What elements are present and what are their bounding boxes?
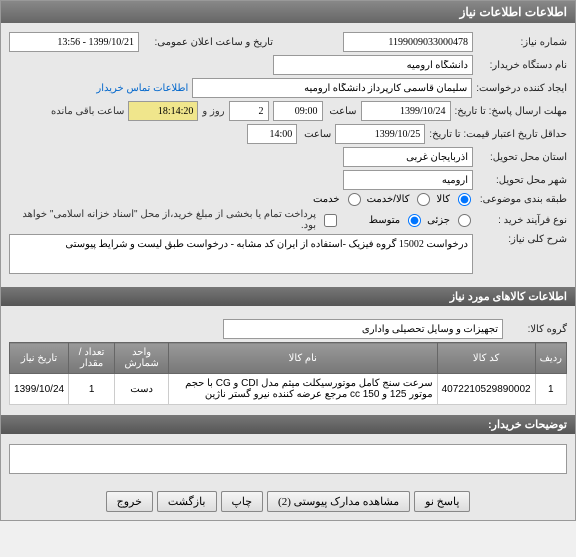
cat-service-label: کالا/خدمت (367, 194, 410, 205)
th-date: تاریخ نیاز (10, 343, 69, 374)
buyer-notes-textarea[interactable] (9, 444, 567, 474)
buyer-org-label: نام دستگاه خریدار: (477, 60, 567, 71)
process-medium-radio[interactable] (408, 214, 421, 227)
process-label: نوع فرآیند خرید : (477, 215, 567, 226)
items-section-title: اطلاعات کالاهای مورد نیاز (1, 287, 575, 306)
payment-checkbox[interactable] (324, 214, 337, 227)
category-label: طبقه بندی موضوعی: (477, 194, 567, 205)
print-button[interactable]: چاپ (221, 491, 264, 512)
process-small-label: جزئی (427, 215, 450, 226)
buyer-org-input[interactable] (273, 55, 473, 75)
td-date: 1399/10/24 (10, 374, 69, 405)
announce-input[interactable] (9, 32, 139, 52)
th-name: نام کالا (169, 343, 438, 374)
group-label: گروه کالا: (507, 324, 567, 335)
td-code: 4072210529890002 (437, 374, 535, 405)
cat-service2-label: خدمت (313, 194, 340, 205)
th-code: کد کالا (437, 343, 535, 374)
need-number-label: شماره نیاز: (477, 37, 567, 48)
td-unit: دست (115, 374, 169, 405)
group-input[interactable] (223, 319, 503, 339)
time-label-1: ساعت (327, 106, 357, 117)
province-input[interactable] (343, 147, 473, 167)
valid-time-input[interactable] (247, 124, 297, 144)
items-table: ردیف کد کالا نام کالا واحد شمارش تعداد /… (9, 342, 567, 405)
th-row: ردیف (535, 343, 566, 374)
province-label: استان محل تحویل: (477, 152, 567, 163)
process-small-radio[interactable] (458, 214, 471, 227)
time-label-2: ساعت (301, 129, 331, 140)
days-label: روز و (202, 106, 224, 117)
desc-label: شرح کلی نیاز: (477, 234, 567, 245)
cat-service-radio[interactable] (417, 193, 430, 206)
button-group: پاسخ نو مشاهده مدارک پیوستی (2) چاپ بازگ… (1, 483, 575, 520)
cat-service2-radio[interactable] (348, 193, 361, 206)
contact-link[interactable]: اطلاعات تماس خریدار (96, 83, 188, 94)
deadline-label: مهلت ارسال پاسخ: تا تاریخ: (455, 106, 567, 117)
cat-goods-radio[interactable] (458, 193, 471, 206)
section-main: شماره نیاز: تاریخ و ساعت اعلان عمومی: نا… (1, 23, 575, 283)
valid-date-input[interactable] (335, 124, 425, 144)
th-qty: تعداد / مقدار (69, 343, 115, 374)
th-unit: واحد شمارش (115, 343, 169, 374)
process-medium-label: متوسط (369, 215, 400, 226)
td-qty: 1 (69, 374, 115, 405)
attach-button[interactable]: مشاهده مدارک پیوستی (2) (267, 491, 410, 512)
section-footer (1, 438, 575, 483)
reply-button[interactable]: پاسخ نو (414, 491, 470, 512)
deadline-time-input[interactable] (273, 101, 323, 121)
cat-goods-label: کالا (436, 194, 450, 205)
days-input[interactable] (229, 101, 269, 121)
payment-note: پرداخت تمام یا بخشی از مبلغ خرید،از محل … (9, 209, 316, 231)
announce-label: تاریخ و ساعت اعلان عمومی: (143, 37, 273, 48)
valid-label: حداقل تاریخ اعتبار قیمت: تا تاریخ: (429, 129, 567, 140)
td-row: 1 (535, 374, 566, 405)
td-name: سرعت سنج کامل موتورسیکلت میثم مدل CDI و … (169, 374, 438, 405)
table-row[interactable]: 1 4072210529890002 سرعت سنج کامل موتورسی… (10, 374, 567, 405)
panel-root: اطلاعات اطلاعات نیاز شماره نیاز: تاریخ و… (0, 0, 576, 521)
desc-textarea[interactable] (9, 234, 473, 274)
footer-title: توضیحات خریدار: (1, 415, 575, 434)
deadline-date-input[interactable] (361, 101, 451, 121)
remaining-label: ساعت باقی مانده (51, 106, 124, 117)
city-label: شهر محل تحویل: (477, 175, 567, 186)
back-button[interactable]: بازگشت (157, 491, 217, 512)
section-items: گروه کالا: ردیف کد کالا نام کالا واحد شم… (1, 310, 575, 411)
creator-input[interactable] (192, 78, 472, 98)
creator-label: ایجاد کننده درخواست: (476, 83, 567, 94)
remaining-time-input (128, 101, 198, 121)
city-input[interactable] (343, 170, 473, 190)
panel-title: اطلاعات اطلاعات نیاز (1, 1, 575, 23)
exit-button[interactable]: خروج (106, 491, 153, 512)
need-number-input[interactable] (343, 32, 473, 52)
